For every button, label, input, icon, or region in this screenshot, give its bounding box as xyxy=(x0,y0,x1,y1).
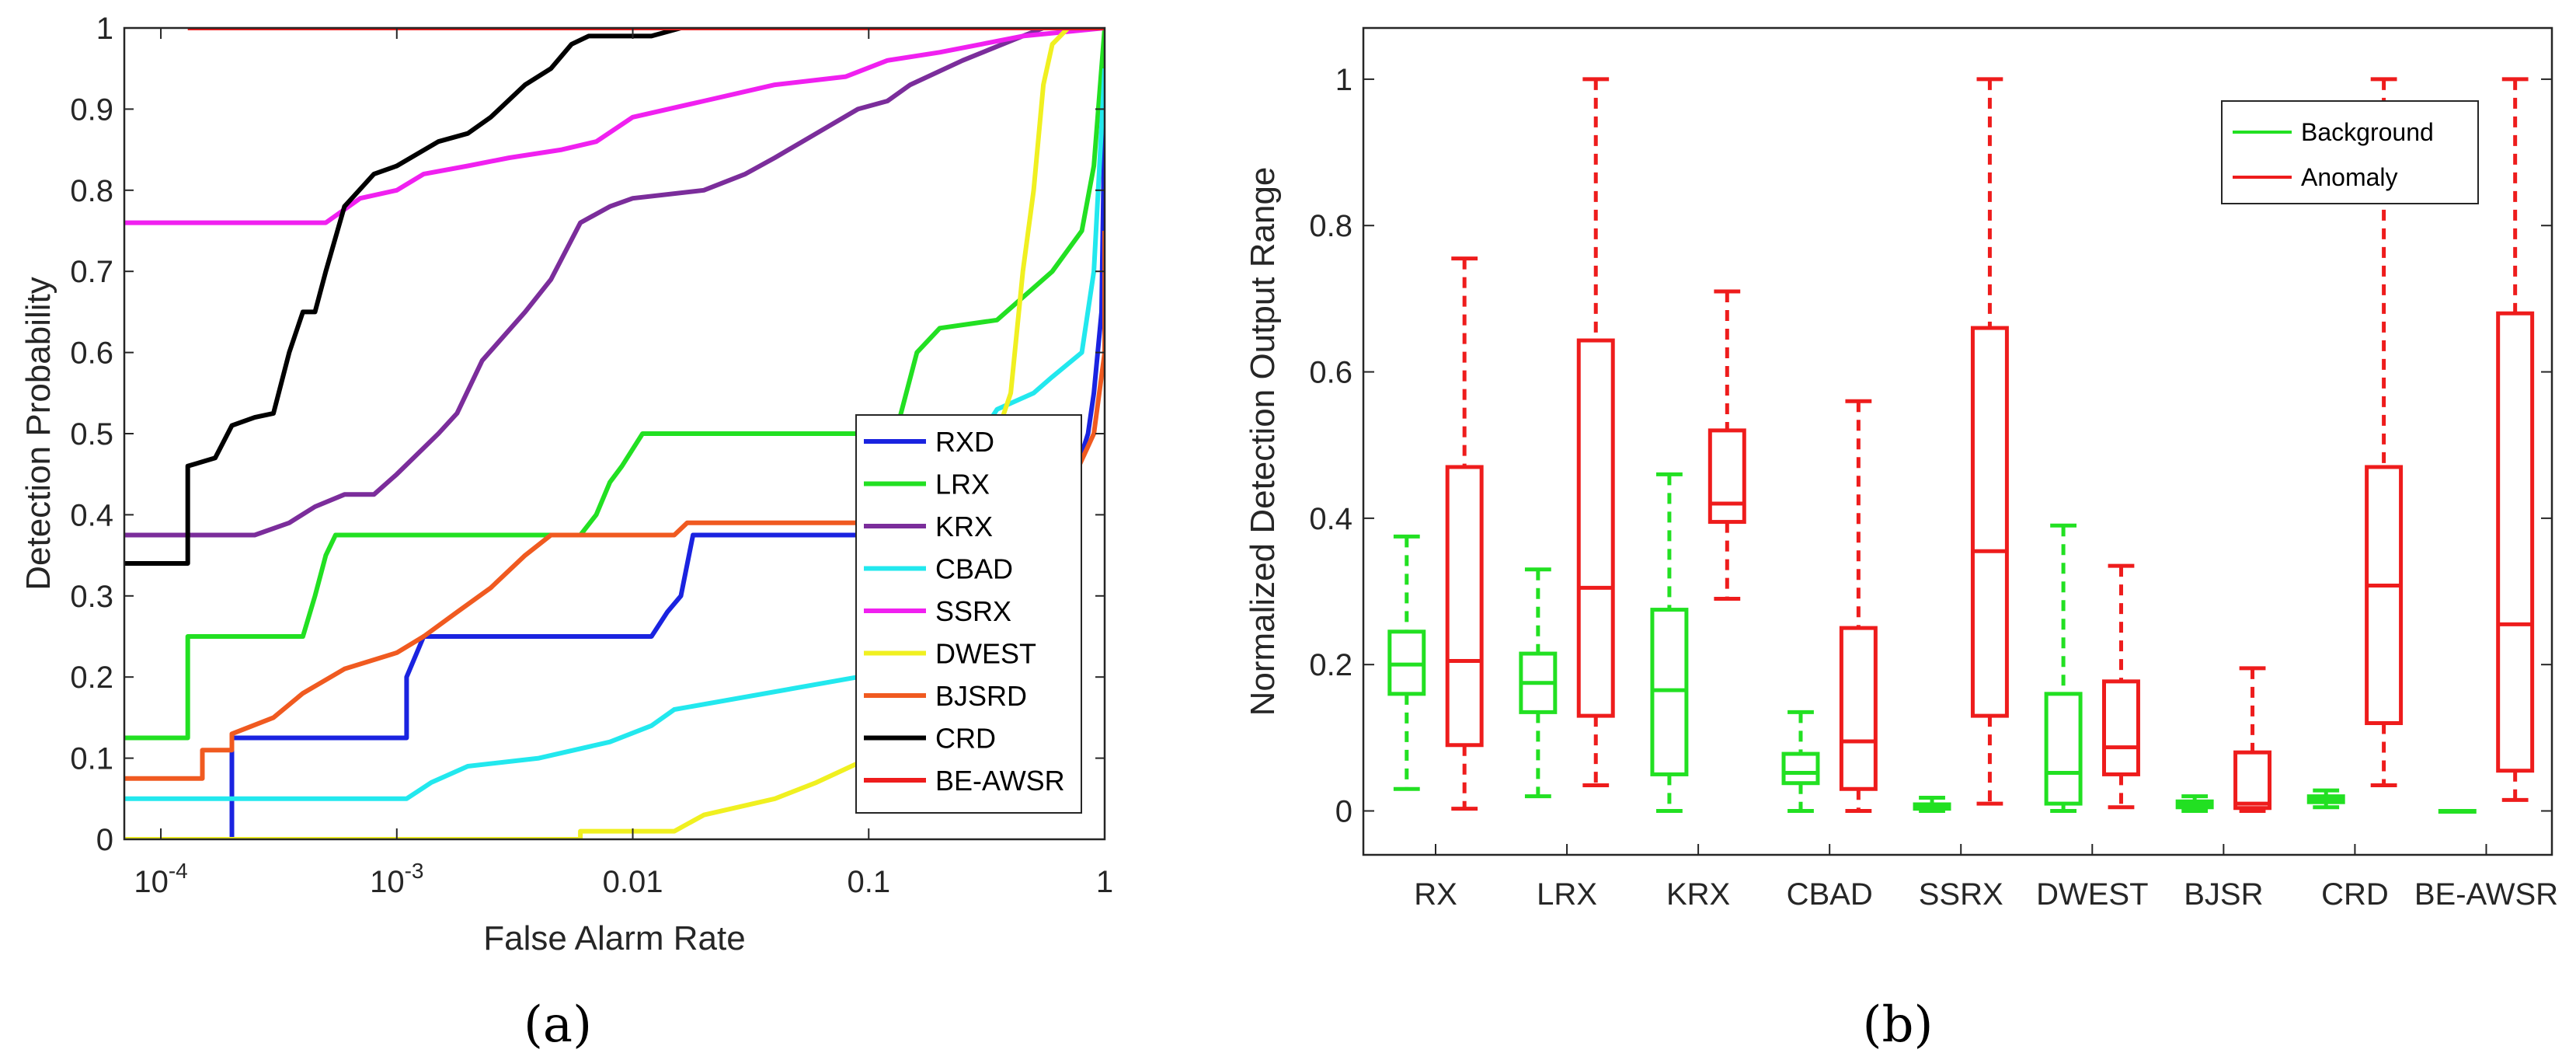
panel-b-y-tick-label: 0.8 xyxy=(1309,209,1352,243)
panel-b-category-label-cbad: CBAD xyxy=(1787,877,1873,912)
panel-b-legend: Background Anomaly xyxy=(2221,100,2479,204)
iqr-box xyxy=(1970,326,2009,718)
box-anomaly-cbad xyxy=(1839,399,1878,814)
panel-a-x-ticks: 10-4 10-3 0.01 0.1 1 xyxy=(134,28,1113,899)
panel-a-y-tick-label: 0.1 xyxy=(70,742,113,776)
panel-b-axes-box xyxy=(1362,26,2553,856)
box-anomaly-dwest xyxy=(2102,563,2140,810)
panel-b-category-label-be-awsr: BE-AWSR xyxy=(2414,877,2558,912)
panel-b-legend-box xyxy=(2221,100,2479,204)
panel-b-category-label-krx: KRX xyxy=(1666,877,1730,912)
box-background-krx xyxy=(1650,472,1689,814)
panel-b-category-label-rx: RX xyxy=(1414,877,1457,912)
legend-label-be-awsr: BE-AWSR xyxy=(935,765,1065,797)
panel-a-y-tick-label: 0.2 xyxy=(70,661,113,695)
panel-a-y-tick-label: 0.6 xyxy=(70,336,113,371)
iqr-box xyxy=(1781,751,1820,786)
panel-b-y-tick-label: 0.6 xyxy=(1309,356,1352,390)
panel-b-category-label-ssrx: SSRX xyxy=(1919,877,2003,912)
panel-a-x-tick-label: 10-3 xyxy=(370,859,423,899)
panel-a-y-axis-label: Detection Probability xyxy=(19,277,57,591)
box-anomaly-krx xyxy=(1707,289,1746,601)
box-anomaly-rx xyxy=(1445,256,1484,811)
panel-b-y-tick-label: 1 xyxy=(1335,63,1352,97)
legend-label-ssrx: SSRX xyxy=(935,595,1011,627)
iqr-box xyxy=(2233,750,2272,811)
box-background-be-awsr xyxy=(2438,809,2477,814)
panel-a-label: (a) xyxy=(524,996,592,1054)
panel-a-y-tick-label: 0 xyxy=(96,823,113,857)
box-anomaly-be-awsr xyxy=(2496,77,2535,802)
box-anomaly-bjsr xyxy=(2233,666,2272,814)
panel-b-box-plot: 0 0.2 0.4 0.6 0.8 1 RX LRX KRX CBAD SSRX DWEST BJSR… xyxy=(1244,26,2558,1054)
legend-label-crd: CRD xyxy=(935,723,996,755)
panel-b-y-tick-label: 0 xyxy=(1335,795,1352,829)
panel-b-category-label-lrx: LRX xyxy=(1537,877,1597,912)
iqr-box xyxy=(1839,626,1878,791)
panel-b-x-ticks: RX LRX KRX CBAD SSRX DWEST BJSR CRD BE-AWSR xyxy=(1414,844,2558,912)
panel-a-x-tick-label: 1 xyxy=(1096,865,1113,899)
legend-label-bjsrd: BJSRD xyxy=(935,680,1027,712)
iqr-box xyxy=(1445,465,1484,748)
panel-b-y-tick-label: 0.4 xyxy=(1309,502,1352,536)
panel-a-x-axis-label: False Alarm Rate xyxy=(483,919,745,957)
panel-b-category-label-dwest: DWEST xyxy=(2036,877,2148,912)
panel-a-x-tick-label: 0.1 xyxy=(847,865,890,899)
iqr-box xyxy=(2496,311,2535,773)
box-anomaly-ssrx xyxy=(1970,77,2009,806)
roc-curve-crd xyxy=(124,28,1105,566)
iqr-box xyxy=(2044,692,2083,806)
panel-a-x-tick-label: 10-4 xyxy=(134,859,187,899)
panel-b-y-axis-label: Normalized Detection Output Range xyxy=(1244,167,1282,717)
legend-label-anomaly: Anomaly xyxy=(2301,163,2398,191)
legend-label-background: Background xyxy=(2301,118,2434,146)
roc-curve-lrx xyxy=(124,28,1105,741)
box-background-rx xyxy=(1387,534,1426,791)
panel-b-boxes-group xyxy=(1387,77,2535,814)
iqr-box xyxy=(2365,465,2404,726)
panel-a-y-tick-label: 0.7 xyxy=(70,255,113,289)
panel-a-legend-box xyxy=(855,414,1082,814)
roc-curve-krx xyxy=(124,28,1105,538)
panel-b-category-label-crd: CRD xyxy=(2321,877,2389,912)
panel-b-label: (b) xyxy=(1863,996,1934,1054)
panel-b-category-label-bjsr: BJSR xyxy=(2184,877,2263,912)
panel-a-y-tick-label: 0.8 xyxy=(70,174,113,208)
panel-a-y-tick-label: 0.5 xyxy=(70,417,113,452)
panel-a-y-tick-label: 1 xyxy=(96,12,113,46)
panel-b-y-ticks: 0 0.2 0.4 0.6 0.8 1 xyxy=(1309,63,2552,829)
iqr-box xyxy=(2102,679,2140,776)
box-background-crd xyxy=(2306,788,2345,810)
roc-curve-rxd xyxy=(124,28,1105,839)
legend-label-cbad: CBAD xyxy=(935,553,1013,585)
iqr-box xyxy=(1576,338,1615,718)
box-background-ssrx xyxy=(1913,796,1951,814)
legend-label-dwest: DWEST xyxy=(935,638,1036,670)
iqr-box xyxy=(1707,428,1746,525)
panel-a-y-tick-label: 0.4 xyxy=(70,498,113,532)
roc-curve-ssrx xyxy=(124,28,1105,225)
legend-label-rxd: RXD xyxy=(935,426,994,458)
box-background-bjsr xyxy=(2175,794,2214,814)
legend-label-lrx: LRX xyxy=(935,469,990,500)
box-background-dwest xyxy=(2044,523,2083,814)
panel-a-y-tick-label: 0.3 xyxy=(70,580,113,614)
panel-a-line-chart: 0 0.1 0.2 0.3 0.4 0.5 0.6 0.7 0.8 0.9 1 10-4 10-3 0.… xyxy=(19,12,1113,1054)
panel-a-y-ticks: 0 0.1 0.2 0.3 0.4 0.5 0.6 0.7 0.8 0.9 1 xyxy=(70,12,1105,857)
box-anomaly-lrx xyxy=(1576,77,1615,788)
panel-a-x-tick-label: 0.01 xyxy=(603,865,663,899)
panel-b-y-tick-label: 0.2 xyxy=(1309,648,1352,682)
box-background-lrx xyxy=(1519,567,1558,799)
panel-a-legend: RXD LRX KRX CBAD SSRX DWEST BJSRD CRD BE-AWSR xyxy=(855,414,1082,814)
legend-label-krx: KRX xyxy=(935,511,993,542)
box-background-cbad xyxy=(1781,710,1820,814)
panel-a-y-tick-label: 0.9 xyxy=(70,92,113,127)
